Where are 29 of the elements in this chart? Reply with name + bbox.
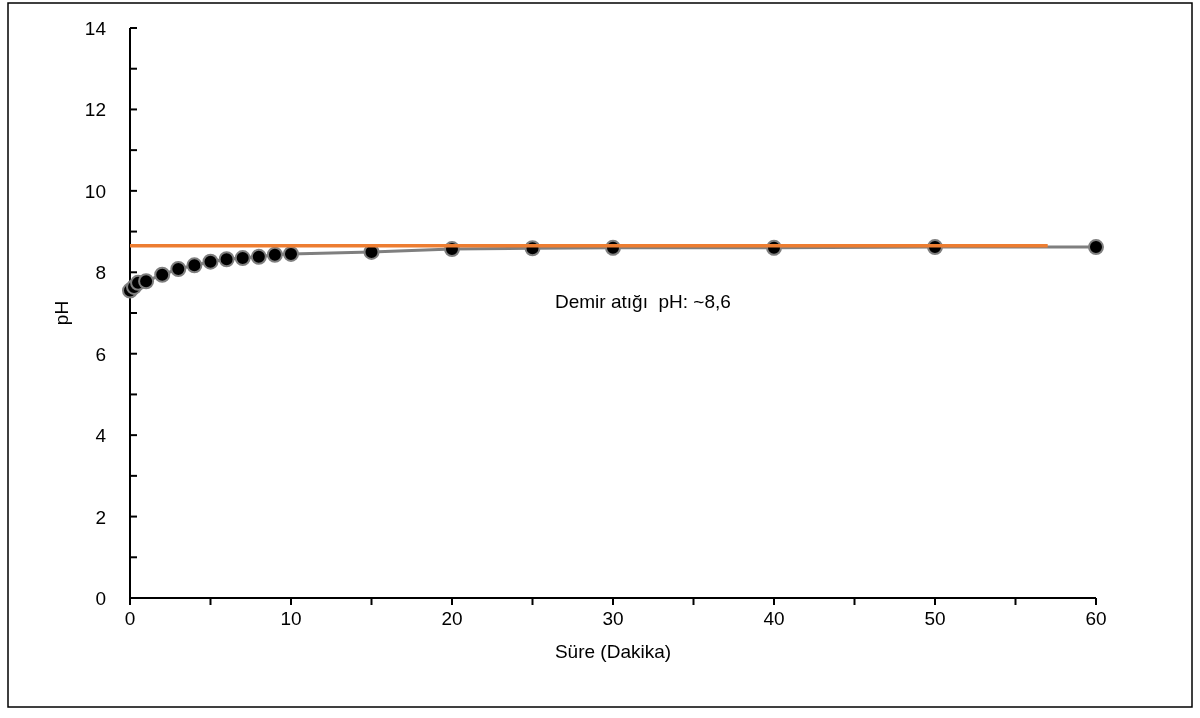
annotation: Demir atığı pH: ~8,6 [555,291,731,312]
point [170,261,187,278]
y-tick-label: 2 [95,506,106,528]
x-tick-label: 40 [763,608,785,629]
y-tick-label: 6 [95,343,106,365]
point [266,246,283,263]
y-tick-label: 4 [95,425,107,447]
y-tick-label: 8 [95,262,106,284]
point [186,257,203,274]
x-tick-label: 0 [124,608,136,629]
point [283,245,299,262]
x-tick-label: 50 [924,608,946,629]
x-axis-title: Süre (Dakika) [554,641,672,662]
point [138,273,155,290]
x-tick-label: 30 [602,608,624,629]
y-tick-label: 10 [84,180,106,202]
y-tick-label: 14 [84,18,107,39]
y-axis-title: pH [51,300,72,326]
point [202,253,219,270]
x-tick-label: 10 [280,608,302,629]
y-tick-label: 0 [95,588,106,609]
point [218,251,235,268]
point [154,266,171,283]
point [250,248,267,265]
point [234,250,251,267]
y-tick-label: 12 [84,99,106,121]
point [1088,239,1104,256]
x-tick-label: 60 [1085,608,1107,629]
x-tick-label: 20 [441,608,463,629]
